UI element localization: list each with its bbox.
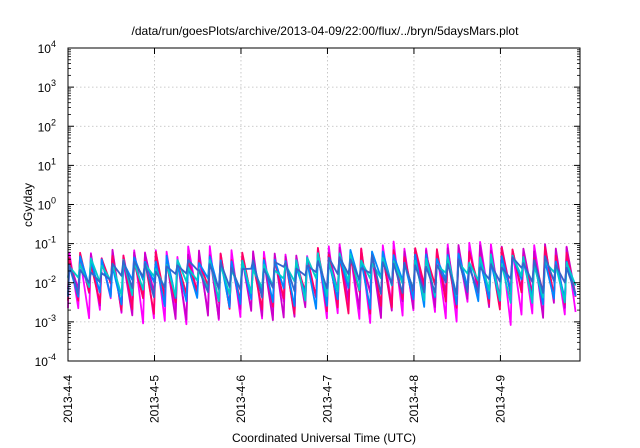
x-tick-label: 2013-4-8 [407,375,421,423]
x-axis-label: Coordinated Universal Time (UTC) [232,431,416,445]
y-tick-label: 102 [38,117,56,134]
grid-layer [68,48,580,361]
x-tick-label: 2013-4-9 [493,375,507,423]
y-tick-label: 104 [38,39,56,56]
y-tick-label: 101 [38,156,56,173]
x-tick-label: 2013-4-5 [147,375,161,423]
x-tick-label: 2013-4-4 [61,375,75,423]
x-tick-label: 2013-4-6 [234,375,248,423]
x-tick-label: 2013-4-7 [320,375,334,423]
y-tick-label: 10-4 [35,352,56,369]
tick-layer: 104 103 102 101 100 10-1 10-2 10-3 10-4 2013-4-4 2… [35,39,580,423]
series-line [67,254,577,299]
y-tick-label: 10-1 [35,235,56,252]
series-layer [67,240,577,326]
y-tick-label: 10-3 [35,313,56,330]
y-tick-label: 103 [38,78,56,95]
chart-title: /data/run/goesPlots/archive/2013-04-09/2… [132,24,520,38]
y-tick-label: 10-2 [35,274,56,291]
y-tick-label: 100 [38,196,56,213]
y-axis-label: cGy/day [21,183,35,227]
